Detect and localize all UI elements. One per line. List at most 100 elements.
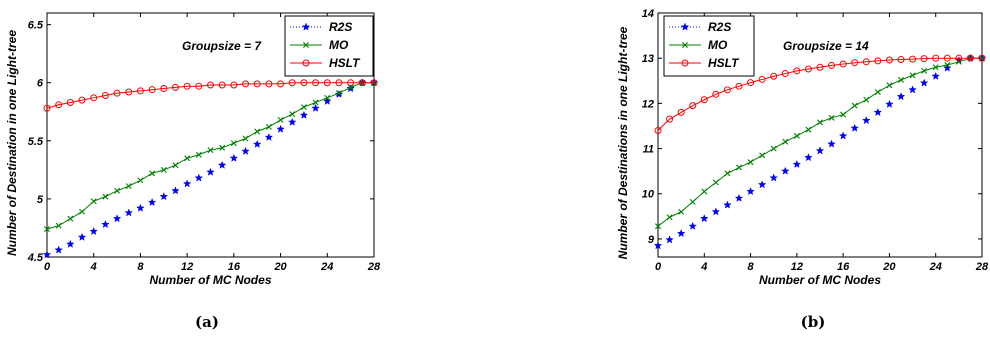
data-point-hslt (148, 86, 156, 94)
data-point-mo (277, 116, 284, 123)
x-tick-label: 20 (882, 261, 896, 273)
data-point-r2s (311, 103, 320, 112)
data-point-hslt (932, 54, 940, 62)
data-point-hslt (242, 80, 250, 88)
series-mo (44, 79, 377, 233)
data-point-mo (160, 166, 167, 173)
data-point-r2s (346, 84, 355, 93)
data-point-mo (874, 89, 881, 96)
data-point-mo (102, 193, 109, 200)
data-point-r2s (873, 107, 883, 117)
data-point-mo (219, 144, 226, 151)
x-axis-label: Number of MC Nodes (759, 273, 881, 287)
data-point-hslt (828, 61, 836, 69)
data-point-hslt (78, 96, 86, 104)
data-point-mo (805, 126, 812, 133)
data-point-mo (932, 64, 939, 71)
data-point-hslt (125, 88, 133, 96)
data-point-mo (724, 170, 731, 177)
data-point-hslt (920, 55, 928, 63)
data-point-hslt (370, 79, 378, 87)
data-point-mo (909, 72, 916, 79)
data-point-hslt (816, 63, 824, 71)
data-point-hslt (183, 82, 191, 90)
legend-box (284, 15, 374, 77)
data-point-hslt (885, 56, 893, 64)
data-point-mo (254, 128, 261, 135)
data-point-hslt (851, 59, 859, 67)
data-point-r2s (780, 166, 790, 175)
x-tick-label: 8 (137, 261, 144, 273)
groupsize-annotation: Groupsize = 7 (182, 39, 262, 53)
x-tick-label: 20 (273, 261, 287, 273)
data-point-r2s (287, 117, 297, 126)
data-point-hslt (43, 104, 51, 112)
data-point-mo (137, 177, 144, 184)
data-point-r2s (136, 203, 145, 212)
y-axis-label: Number of Destination in one Light-tree (5, 30, 19, 256)
data-point-r2s (124, 208, 134, 217)
data-point-mo (944, 61, 951, 68)
data-point-r2s (931, 71, 941, 80)
data-point-r2s (334, 89, 344, 98)
data-point-r2s (276, 124, 285, 133)
x-axis-label: Number of MC Nodes (149, 273, 271, 287)
legend-label-r2s: R2S (708, 20, 731, 34)
data-point-r2s (54, 245, 63, 254)
data-point-hslt (909, 55, 917, 63)
data-point-r2s (665, 235, 674, 244)
groupsize-annotation: Groupsize = 14 (783, 39, 869, 53)
data-point-mo (828, 114, 835, 121)
data-point-mo (655, 223, 661, 230)
data-point-r2s (264, 132, 274, 141)
data-point-r2s (676, 228, 686, 238)
data-point-hslt (358, 79, 366, 87)
legend-label-hslt: HSLT (708, 56, 740, 70)
series-line-hslt (46, 82, 374, 109)
data-point-hslt (966, 54, 974, 62)
chart-panel-b: 0 4 8 12 16 20 24 28 9 10 11 12 13 14 Number of MC Nod… (616, 8, 989, 331)
data-point-hslt (770, 72, 778, 80)
data-point-mo (851, 102, 858, 109)
x-tick-label: 24 (929, 261, 942, 273)
data-point-hslt (747, 79, 755, 87)
data-point-hslt (735, 82, 743, 90)
data-point-r2s (688, 221, 698, 230)
data-point-hslt (677, 108, 685, 116)
y-tick-label: 6 (37, 78, 44, 90)
data-point-r2s (66, 239, 75, 248)
data-point-r2s (101, 219, 110, 229)
data-point-r2s (217, 160, 227, 169)
data-point-hslt (101, 91, 109, 99)
data-point-r2s (711, 207, 721, 216)
data-point-mo (955, 58, 962, 65)
data-point-mo (335, 90, 342, 97)
legend-marker-r2s (680, 22, 690, 31)
data-point-r2s (769, 173, 779, 182)
data-point-mo (149, 170, 156, 177)
data-point-r2s (757, 180, 767, 189)
y-tick-label: 5.5 (28, 136, 44, 148)
x-tick-label: 12 (181, 261, 193, 273)
data-point-mo (230, 140, 237, 147)
data-point-r2s (885, 99, 894, 108)
legend-label-hslt: HSLT (329, 56, 361, 70)
data-point-mo (898, 76, 904, 83)
data-point-mo (114, 187, 121, 194)
data-point-hslt (265, 80, 273, 88)
data-point-hslt (839, 60, 847, 68)
data-point-hslt (862, 58, 870, 66)
legend-marker-mo (303, 42, 309, 48)
data-point-mo (782, 138, 789, 145)
data-point-mo (840, 111, 847, 118)
y-tick-label: 13 (642, 53, 654, 65)
data-point-mo (689, 198, 696, 205)
legend-label-r2s: R2S (329, 20, 352, 34)
data-point-mo (172, 162, 179, 169)
data-point-hslt (66, 98, 74, 106)
data-point-hslt (312, 79, 320, 87)
data-point-r2s (42, 250, 52, 259)
data-point-mo (712, 179, 719, 186)
legend-marker-mo (682, 42, 688, 48)
data-point-r2s (815, 146, 825, 155)
